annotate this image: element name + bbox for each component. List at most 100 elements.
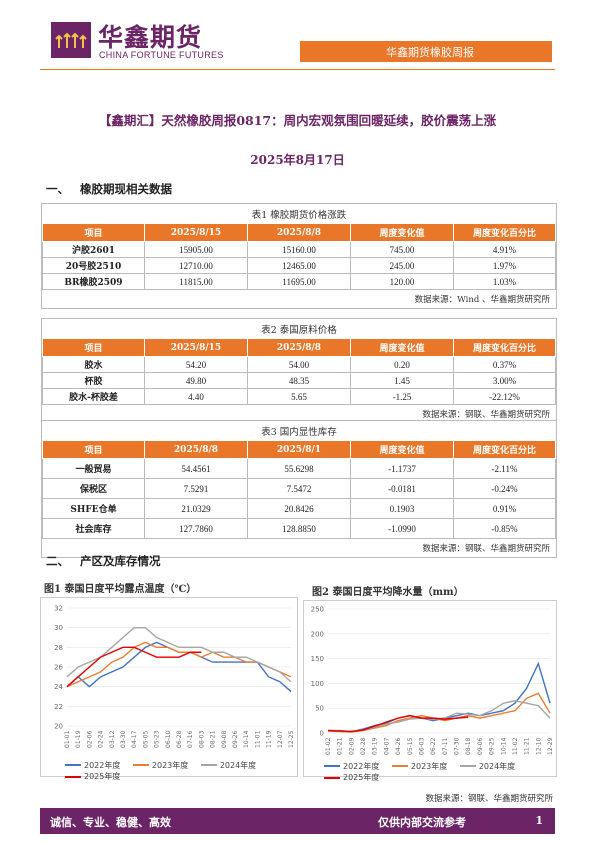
table-header-row: 项目 2025/8/15 2025/8/8 周度变化值 周度变化百分比 (42, 223, 556, 242)
series-line (66, 646, 202, 688)
table-cell: 15905.00 (144, 241, 248, 258)
table-cell: 0.20 (350, 356, 454, 373)
y-tick-label: 28 (54, 644, 63, 652)
page-number: 1 (535, 814, 543, 827)
table-cell: 0.1903 (350, 498, 454, 519)
x-tick-label: 07-16 (187, 730, 194, 748)
header-cell: 项目 (42, 338, 145, 357)
x-tick-label: 12-10 (535, 737, 542, 755)
footer-notice: 仅供内部交流参考 (378, 816, 466, 829)
report-label-bar: 华鑫期货橡胶周报 (300, 41, 552, 62)
y-tick-label: 100 (311, 680, 324, 688)
y-tick-label: 150 (311, 655, 324, 663)
table-cell: 15160.00 (247, 241, 351, 258)
table-source: 数据来源：钢联、华鑫期货研究所 (422, 544, 550, 554)
table-row: 胶水 54.20 54.00 0.20 0.37% (42, 356, 556, 373)
header-cell: 项目 (42, 440, 145, 459)
legend-item: 2025年度 (65, 771, 120, 782)
section-number: 二、 (46, 554, 69, 568)
row-label: 20号胶2510 (42, 257, 145, 274)
table-source: 数据来源：Wind 、华鑫期货研究所 (414, 295, 550, 305)
x-tick-label: 01-19 (75, 730, 82, 748)
x-tick-label: 04-26 (395, 737, 402, 755)
chart-legend: 2022年度 2023年度 2024年度 2025年度 (65, 759, 297, 782)
section-title: 产区及库存情况 (80, 554, 161, 568)
table-cell: 54.20 (144, 356, 248, 373)
x-tick-label: 03-30 (120, 730, 127, 748)
table-cell: 4.40 (144, 388, 248, 405)
y-tick-label: 30 (54, 624, 63, 632)
table-cell: 48.35 (247, 372, 351, 389)
table-cell: -1.0990 (350, 518, 454, 539)
table-cell: -1.1737 (350, 458, 454, 479)
series-line (328, 661, 551, 733)
series-line (327, 692, 551, 733)
legend-item: 2024年度 (459, 761, 515, 772)
table-cell: 3.00% (453, 372, 556, 389)
table-row: 胶水-杯胶差 4.40 5.65 -1.25 -22.12% (42, 388, 556, 405)
x-tick-label: 01-21 (337, 737, 344, 755)
table-cell: 12710.00 (144, 257, 248, 274)
table-cell: 1.03% (453, 273, 556, 290)
row-label: 杯胶 (42, 372, 145, 389)
row-label: SHFE仓单 (42, 498, 145, 519)
x-tick-label: 11-21 (524, 737, 531, 755)
brand-name-cn: 华鑫期货 (98, 23, 203, 52)
x-tick-label: 02-28 (360, 737, 367, 755)
header-cell: 2025/8/8 (144, 440, 248, 459)
y-tick-label: 250 (311, 606, 324, 614)
table-cell: 54.00 (247, 356, 351, 373)
x-tick-label: 08-21 (210, 730, 217, 748)
chart-svg: 0 50 100 150 200 250 01-02 01-21 02-09 02-28 03-19… (311, 606, 554, 756)
series-line (327, 714, 469, 733)
y-tick-label: 24 (54, 683, 63, 691)
header-cell: 2025/8/8 (247, 223, 351, 242)
table-cell: 745.00 (350, 241, 454, 258)
table-row: BR橡胶2509 11815.00 11695.00 120.00 1.03% (42, 273, 556, 290)
table-cell: 128.8850 (247, 518, 351, 539)
row-label: 沪胶2601 (42, 241, 145, 258)
y-tick-label: 50 (315, 705, 324, 713)
x-tick-label: 02-06 (86, 730, 93, 748)
header-cell: 2025/8/15 (144, 338, 248, 357)
x-tick-label: 03-19 (372, 737, 379, 755)
data-table: 项目 2025/8/8 2025/8/1 周度变化值 周度变化百分比 一般贸易 … (42, 440, 556, 539)
table-cell: 0.91% (453, 498, 556, 519)
header-cell: 周度变化百分比 (453, 338, 556, 357)
table-cell: 5.65 (247, 388, 351, 405)
x-tick-label: 05-23 (154, 730, 161, 748)
x-tick-label: 11-02 (512, 737, 519, 755)
table-row: 沪胶2601 15905.00 15160.00 745.00 4.91% (42, 241, 556, 258)
table-row: 保税区 7.5291 7.5472 -0.0181 -0.24% (42, 478, 556, 499)
brand-logo-mark (51, 22, 91, 58)
series-line (66, 626, 292, 683)
legend-label: 2022年度 (343, 761, 380, 771)
table-cell: 4.91% (453, 241, 556, 258)
row-label: 胶水-杯胶差 (42, 388, 145, 405)
header-cell: 2025/8/15 (144, 223, 248, 242)
x-tick-label: 08-18 (465, 737, 472, 755)
header-cell: 周度变化百分比 (453, 440, 556, 459)
x-tick-label: 11-19 (266, 730, 273, 748)
table-cell: -2.11% (453, 458, 556, 479)
table-cell: 1.45 (350, 372, 454, 389)
row-label: BR橡胶2509 (42, 273, 145, 290)
x-tick-label: 07-30 (454, 737, 461, 755)
footer-motto: 诚信、专业、稳健、高效 (50, 816, 171, 829)
row-label: 保税区 (42, 478, 145, 499)
legend-label: 2023年度 (151, 760, 189, 770)
chart-title: 图1 泰国日度平均露点温度（℃） (44, 584, 197, 595)
chart-title: 图2 泰国日度平均降水量（mm） (312, 587, 464, 598)
report-label: 华鑫期货橡胶周报 (386, 46, 474, 59)
legend-item: 2024年度 (200, 760, 256, 771)
page-footer: 诚信、专业、稳健、高效 仅供内部交流参考 1 (40, 808, 555, 834)
legend-item: 2022年度 (65, 760, 120, 771)
legend-item: 2022年度 (324, 761, 379, 772)
data-table: 项目 2025/8/15 2025/8/8 周度变化值 周度变化百分比 胶水 5… (42, 338, 556, 405)
y-tick-label: 0 (320, 730, 324, 738)
header-divider (40, 69, 555, 70)
legend-label: 2025年度 (343, 773, 380, 782)
x-tick-label: 09-26 (232, 730, 239, 748)
table-cell: -0.24% (453, 478, 556, 499)
x-tick-label: 01-01 (64, 730, 71, 748)
